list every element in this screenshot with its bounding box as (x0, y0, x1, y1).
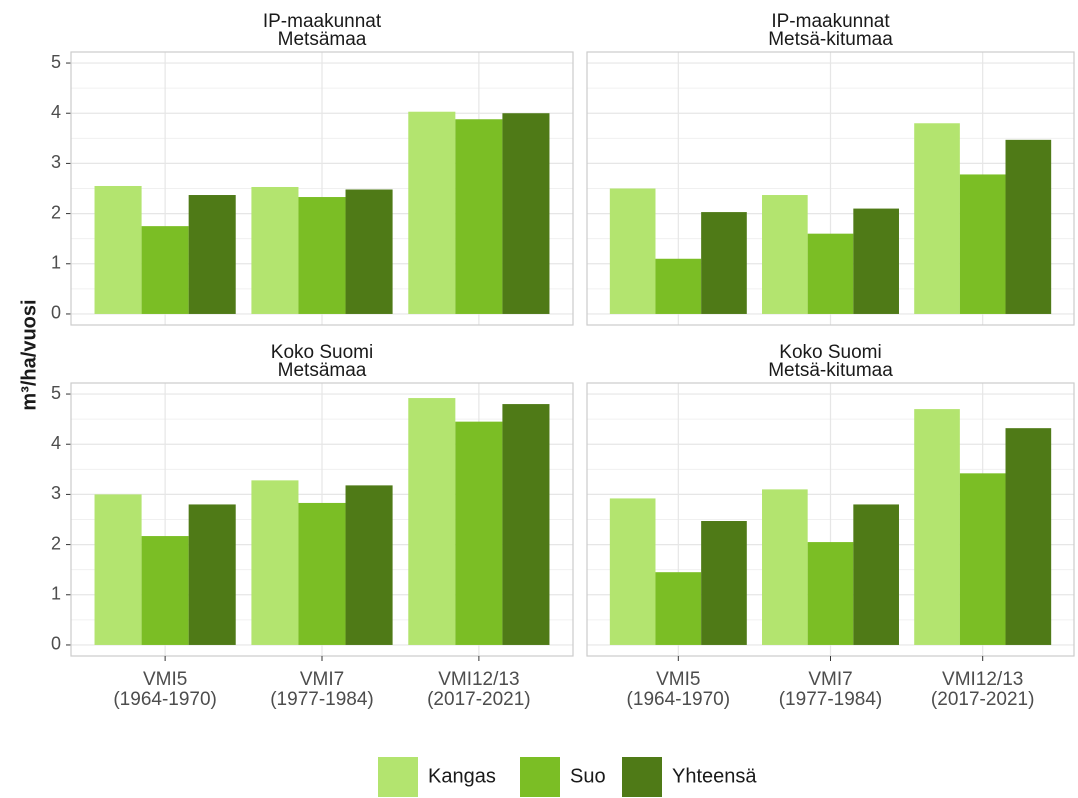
bar (298, 197, 346, 314)
y-tick-label: 0 (51, 303, 61, 323)
bar (914, 409, 960, 645)
bar (455, 119, 503, 314)
bar (345, 485, 393, 645)
panel-title: Metsä-kitumaa (768, 360, 893, 381)
y-tick-label: 3 (51, 483, 61, 503)
x-tick-label: VMI12/13 (942, 669, 1023, 690)
bar (853, 504, 899, 645)
panel-title: Koko Suomi (271, 342, 373, 363)
legend-label: Kangas (428, 765, 496, 787)
panel-title: Metsämaa (278, 29, 367, 50)
bar (502, 404, 550, 645)
y-tick-label: 0 (51, 634, 61, 654)
panel-border (586, 51, 1075, 326)
y-tick-label: 3 (51, 152, 61, 172)
bar (188, 504, 236, 645)
bar (188, 195, 236, 314)
bar (609, 188, 656, 314)
bar (655, 258, 702, 314)
panel-title: IP-maakunnat (771, 11, 890, 32)
panel-title: Metsä-kitumaa (768, 29, 893, 50)
bar (94, 185, 142, 314)
y-tick-label: 5 (51, 52, 61, 72)
bar (807, 542, 854, 645)
bar (762, 195, 808, 314)
x-tick-label: VMI5 (143, 669, 187, 690)
bar (701, 521, 747, 645)
legend-swatch (378, 757, 418, 797)
bar (408, 398, 456, 645)
bar (298, 502, 346, 645)
bar (251, 186, 299, 314)
legend-label: Suo (570, 765, 606, 787)
bar (141, 536, 189, 645)
x-tick-label: (1977-1984) (779, 689, 883, 710)
bar (502, 113, 550, 314)
x-tick-label: VMI12/13 (438, 669, 519, 690)
bar (762, 489, 808, 645)
y-tick-label: 4 (51, 102, 61, 122)
y-tick-label: 2 (51, 533, 61, 553)
bar (959, 473, 1006, 645)
legend-swatch (520, 757, 560, 797)
y-tick-label: 5 (51, 383, 61, 403)
x-tick-label: VMI5 (656, 669, 700, 690)
y-tick-label: 1 (51, 253, 61, 273)
x-tick-label: (2017-2021) (931, 689, 1035, 710)
bar (914, 123, 960, 314)
bar (455, 421, 503, 645)
bar (94, 494, 142, 645)
bar (408, 111, 456, 314)
legend-swatch (622, 757, 662, 797)
legend-label: Yhteensä (672, 765, 757, 787)
bar (141, 226, 189, 314)
bar (655, 572, 702, 645)
bar (959, 174, 1006, 314)
y-tick-label: 2 (51, 202, 61, 222)
x-tick-label: VMI7 (808, 669, 852, 690)
bar (609, 498, 656, 645)
bar (1005, 139, 1052, 314)
bar (807, 233, 854, 314)
bar (251, 480, 299, 645)
bar (1005, 428, 1052, 645)
panel-title: Metsämaa (278, 360, 367, 381)
y-axis-label: m³/ha/vuosi (18, 299, 40, 410)
x-tick-label: (1964-1970) (627, 689, 731, 710)
panel-border (70, 51, 574, 326)
x-tick-label: VMI7 (300, 669, 344, 690)
y-tick-label: 1 (51, 584, 61, 604)
bar (853, 208, 899, 314)
x-tick-label: (1977-1984) (270, 689, 374, 710)
bar (345, 189, 393, 314)
panel-title: IP-maakunnat (263, 11, 382, 32)
panel-title: Koko Suomi (779, 342, 881, 363)
x-tick-label: (2017-2021) (427, 689, 531, 710)
y-tick-label: 4 (51, 433, 61, 453)
x-tick-label: (1964-1970) (113, 689, 217, 710)
bar (701, 212, 747, 314)
